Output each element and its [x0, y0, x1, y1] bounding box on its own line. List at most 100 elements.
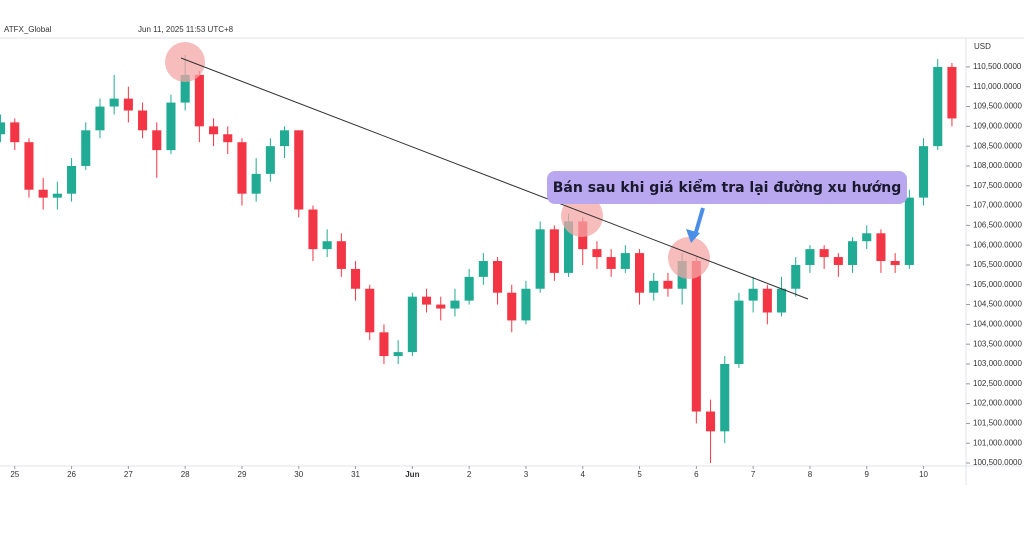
candle: [507, 284, 517, 333]
candles: [0, 55, 957, 464]
candle-body: [166, 102, 176, 151]
candle-body: [805, 249, 815, 265]
candle-body: [10, 122, 20, 143]
annotation-box: [547, 171, 907, 204]
candle-body: [720, 363, 730, 432]
x-tick-label: 29: [238, 470, 247, 479]
candle: [322, 229, 332, 258]
candle-body: [564, 221, 574, 273]
candle-body: [237, 142, 247, 194]
candle-body: [876, 233, 886, 262]
y-tick-label: 101,000.0000: [973, 438, 1022, 447]
candle-body: [847, 241, 858, 265]
candle: [308, 205, 318, 262]
y-tick-label: 107,000.0000: [973, 201, 1022, 210]
timestamp: Jun 11, 2025 11:53 UTC+8: [138, 25, 234, 34]
candle-body: [365, 288, 375, 333]
candle: [0, 114, 6, 143]
candle: [450, 288, 460, 317]
x-tick-label: 2: [467, 470, 472, 479]
candle-body: [933, 66, 943, 147]
x-tick-label: 4: [581, 470, 586, 479]
x-tick-label: 8: [808, 470, 813, 479]
y-tick-label: 109,000.0000: [973, 121, 1022, 130]
candle: [833, 253, 843, 277]
candle-body: [478, 261, 488, 277]
candle-body: [691, 261, 701, 412]
y-tick-label: 105,000.0000: [973, 280, 1022, 289]
candle: [436, 296, 446, 321]
candle: [847, 237, 858, 273]
candle: [52, 181, 62, 210]
candle: [635, 249, 645, 305]
candle-body: [38, 189, 48, 198]
candle-body: [123, 98, 133, 111]
candle-body: [549, 229, 559, 273]
candle-body: [862, 233, 872, 242]
candle: [109, 74, 119, 115]
candle: [123, 86, 133, 123]
candle-body: [890, 261, 900, 265]
candle: [280, 126, 290, 159]
candle: [351, 261, 361, 301]
candle: [649, 272, 659, 301]
candle-body: [635, 253, 645, 293]
candle: [464, 268, 474, 305]
highlight-circle: [561, 195, 603, 237]
candle-body: [776, 288, 787, 313]
candle-body: [351, 268, 361, 289]
candle: [620, 245, 630, 273]
y-tick-label: 105,500.0000: [973, 260, 1022, 269]
x-tick-label: 28: [181, 470, 190, 479]
candle-body: [436, 304, 446, 309]
y-tick-label: 109,500.0000: [973, 102, 1022, 111]
candle: [691, 257, 701, 424]
candle: [393, 340, 403, 364]
annotations: Bán sau khi giá kiểm tra lại đường xu hư…: [165, 42, 907, 300]
candle: [422, 288, 432, 313]
candle: [720, 356, 730, 444]
candle-body: [24, 142, 34, 190]
y-tick-label: 108,000.0000: [973, 161, 1022, 170]
candle: [336, 233, 346, 277]
x-tick-label: 10: [919, 470, 928, 479]
candle: [947, 62, 957, 127]
currency: USD: [974, 42, 991, 51]
candle-body: [265, 146, 275, 174]
y-tick-label: 100,500.0000: [973, 458, 1022, 467]
candle: [592, 241, 602, 269]
candle-body: [308, 209, 318, 250]
y-tick-label: 106,000.0000: [973, 240, 1022, 249]
candle-body: [464, 276, 474, 301]
y-tick-label: 103,500.0000: [973, 339, 1022, 348]
x-tick-label: 30: [294, 470, 303, 479]
candle: [776, 276, 787, 317]
candle-body: [734, 300, 744, 364]
candle: [478, 253, 488, 285]
candle: [365, 284, 375, 341]
candle-body: [0, 122, 6, 135]
candle-body: [407, 296, 417, 353]
x-tick-label: 27: [124, 470, 133, 479]
x-tick-label: 26: [67, 470, 76, 479]
x-tick-label: 5: [637, 470, 642, 479]
candle-body: [507, 292, 517, 321]
candle: [95, 98, 105, 139]
candle-body: [280, 130, 290, 147]
candle-body: [209, 126, 219, 135]
candle: [819, 245, 829, 269]
x-tick-label: 6: [694, 470, 699, 479]
candle-body: [67, 165, 77, 194]
candle: [265, 138, 275, 182]
candle: [904, 189, 914, 269]
x-tick-label: 7: [751, 470, 756, 479]
candle-body: [592, 249, 602, 258]
candle-body: [947, 66, 957, 119]
candle-body: [336, 241, 346, 269]
candle: [791, 257, 801, 297]
candle-body: [819, 249, 829, 258]
candle-body: [393, 352, 403, 357]
candle: [762, 284, 772, 325]
candle-body: [762, 288, 772, 313]
x-tick-label: 25: [10, 470, 19, 479]
